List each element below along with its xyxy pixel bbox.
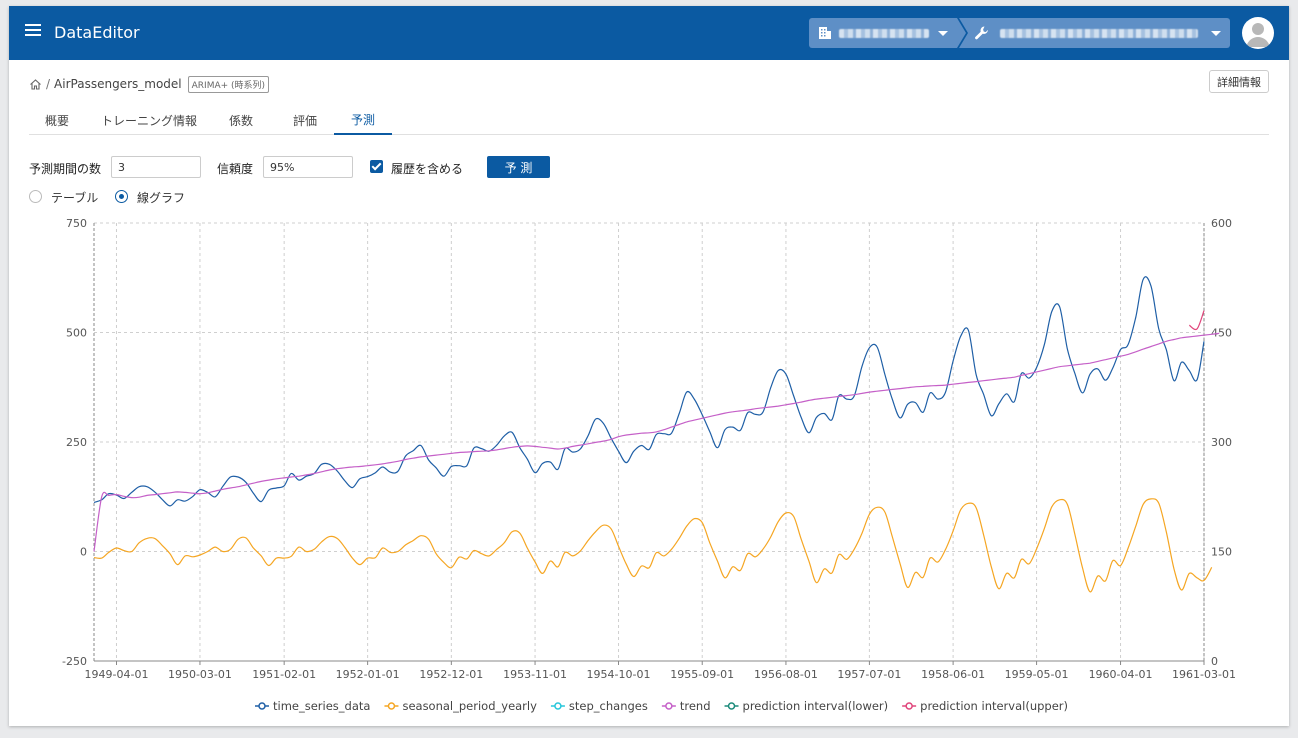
y-right-tick-label: 0	[1211, 655, 1218, 668]
wrench-icon	[975, 26, 988, 40]
x-tick-label: 1949-04-01	[85, 668, 149, 681]
chart-grid	[94, 222, 1205, 662]
legend-swatch-marker	[665, 702, 673, 710]
series-line-seasonal-period-yearly	[93, 498, 1213, 593]
tab-coefficients[interactable]: 係数	[228, 114, 253, 128]
legend-item-step-changes: step_changes	[550, 699, 648, 713]
redacted-text	[1000, 29, 1198, 38]
series-line-prediction-interval-upper	[1188, 310, 1205, 331]
confidence-input[interactable]: 95%	[263, 156, 353, 178]
y-left-tick-label: 750	[66, 217, 87, 230]
home-icon[interactable]	[29, 78, 42, 91]
redacted-text	[839, 29, 929, 38]
app-bar: DataEditor	[9, 6, 1289, 60]
chart-axes: 750 500 250 0 -250 600 450 300 150 0 1949-04-01 195…	[62, 217, 1236, 681]
model-name: AirPassengers_model	[54, 77, 182, 91]
legend-label: trend	[680, 699, 711, 713]
app-title: DataEditor	[54, 23, 140, 42]
horizon-input[interactable]: 3	[111, 156, 201, 178]
legend-swatch-marker	[258, 702, 266, 710]
graph-radio[interactable]	[115, 190, 128, 203]
project-selector[interactable]	[968, 18, 1230, 48]
user-icon	[1246, 23, 1270, 47]
include-history-label: 履歴を含める	[391, 162, 464, 176]
chevron-down-icon	[1211, 31, 1221, 36]
legend-item-time-series-data: time_series_data	[255, 699, 370, 713]
legend-label: seasonal_period_yearly	[402, 699, 537, 713]
organization-selector[interactable]	[809, 18, 957, 48]
details-button[interactable]: 詳細情報	[1209, 70, 1269, 93]
x-tick-label: 1960-04-01	[1089, 668, 1153, 681]
y-right-tick-label: 450	[1211, 327, 1232, 340]
y-left-tick-label: -250	[62, 655, 87, 668]
legend-item-prediction-interval-lower: prediction interval(lower)	[724, 699, 889, 713]
x-tick-label: 1955-09-01	[670, 668, 734, 681]
table-radio-label: テーブル	[51, 191, 99, 205]
x-tick-label: 1961-03-01	[1172, 668, 1236, 681]
y-left-tick-label: 250	[66, 436, 87, 449]
series-line-time-series-data	[93, 276, 1205, 507]
breadcrumb-notch	[959, 18, 968, 48]
breadcrumb-separator: /	[46, 77, 51, 91]
chart-legend: time_series_data seasonal_period_yearly st…	[255, 699, 1068, 713]
tab-bar: 概要 トレーニング情報 係数 評価 予測	[29, 106, 1269, 135]
chart-series	[93, 276, 1220, 593]
y-right-tick-label: 150	[1211, 546, 1232, 559]
x-tick-label: 1951-02-01	[252, 668, 316, 681]
chevron-down-icon	[938, 31, 948, 36]
legend-item-prediction-interval-upper: prediction interval(upper)	[902, 699, 1068, 713]
legend-item-seasonal-period-yearly: seasonal_period_yearly	[384, 699, 537, 713]
hamburger-menu-icon[interactable]	[25, 24, 41, 42]
confidence-label: 信頼度	[217, 162, 254, 176]
model-type-badge: ARIMA+ (時系列)	[187, 75, 270, 93]
x-tick-label: 1958-06-01	[921, 668, 985, 681]
y-right-tick-label: 300	[1211, 436, 1232, 449]
x-tick-label: 1954-10-01	[587, 668, 651, 681]
legend-swatch-marker	[905, 702, 913, 710]
x-tick-label: 1953-11-01	[503, 668, 567, 681]
graph-radio-label: 線グラフ	[137, 191, 186, 205]
legend-swatch-marker	[727, 702, 736, 710]
x-tick-label: 1959-05-01	[1005, 668, 1069, 681]
avatar[interactable]	[1242, 17, 1274, 49]
y-left-tick-label: 0	[80, 546, 87, 559]
y-left-tick-label: 500	[66, 327, 87, 340]
breadcrumb: / AirPassengers_model ARIMA+ (時系列)	[29, 75, 270, 93]
tab-forecast[interactable]: 予測	[334, 106, 392, 135]
include-history-checkbox[interactable]	[370, 160, 383, 173]
x-tick-label: 1952-01-01	[336, 668, 400, 681]
y-right-tick-label: 600	[1211, 217, 1232, 230]
legend-item-trend: trend	[661, 699, 711, 713]
horizon-label: 予測期間の数	[29, 162, 102, 176]
x-tick-label: 1956-08-01	[754, 668, 818, 681]
table-radio[interactable]	[29, 190, 42, 203]
legend-label: prediction interval(upper)	[920, 699, 1068, 713]
x-tick-label: 1957-07-01	[837, 668, 901, 681]
legend-label: step_changes	[569, 699, 648, 713]
building-icon	[819, 27, 831, 39]
series-line-trend	[93, 332, 1220, 552]
legend-swatch-marker	[554, 702, 562, 710]
tab-overview[interactable]: 概要	[44, 114, 69, 128]
x-tick-label: 1950-03-01	[168, 668, 232, 681]
legend-swatch-marker	[387, 702, 396, 710]
predict-button[interactable]: 予 測	[487, 156, 550, 178]
app-window: DataEditor	[9, 6, 1289, 726]
legend-label: prediction interval(lower)	[743, 699, 889, 713]
x-tick-label: 1952-12-01	[419, 668, 483, 681]
tab-evaluation[interactable]: 評価	[292, 114, 317, 128]
tab-training-info[interactable]: トレーニング情報	[100, 114, 197, 128]
forecast-line-chart: 750 500 250 0 -250 600 450 300 150 0 1949-04-01 195…	[62, 217, 1236, 713]
legend-label: time_series_data	[273, 699, 370, 713]
